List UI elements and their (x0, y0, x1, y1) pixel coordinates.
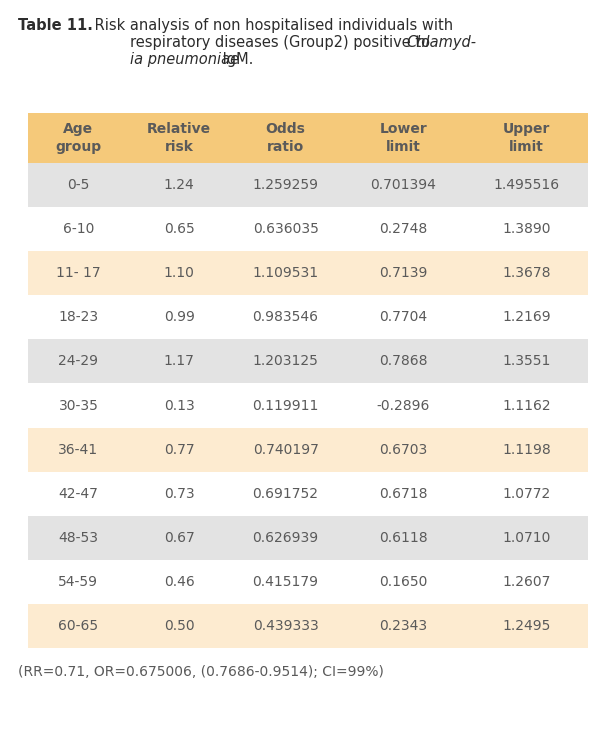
Text: 1.17: 1.17 (164, 355, 195, 369)
Text: 0.6718: 0.6718 (379, 487, 428, 501)
Bar (28, 471, 588, 516)
Text: 0.2748: 0.2748 (379, 222, 427, 236)
Bar (28, 427, 588, 471)
Text: 0.983546: 0.983546 (252, 310, 318, 324)
Text: 18-23: 18-23 (58, 310, 98, 324)
Text: 0.6703: 0.6703 (379, 443, 427, 457)
Text: 0.119911: 0.119911 (252, 399, 319, 413)
Bar (28, 383, 588, 427)
Bar (28, 339, 588, 383)
Text: 0.439333: 0.439333 (253, 619, 318, 633)
Text: 1.1198: 1.1198 (502, 443, 551, 457)
Text: respiratory diseases (Group2) positive to: respiratory diseases (Group2) positive t… (130, 35, 434, 50)
Text: Chlamyd-: Chlamyd- (406, 35, 476, 50)
Text: 0.415179: 0.415179 (252, 575, 318, 589)
Text: ia pneumoniae: ia pneumoniae (130, 52, 239, 67)
Text: 54-59: 54-59 (59, 575, 98, 589)
Text: 0.73: 0.73 (164, 487, 194, 501)
Text: 1.3890: 1.3890 (502, 222, 551, 236)
Text: 1.2495: 1.2495 (502, 619, 551, 633)
Text: 24-29: 24-29 (59, 355, 98, 369)
Text: 1.3551: 1.3551 (502, 355, 551, 369)
Text: 60-65: 60-65 (58, 619, 98, 633)
Text: 0.13: 0.13 (164, 399, 194, 413)
Bar (28, 163, 588, 207)
Text: 0.626939: 0.626939 (252, 531, 319, 545)
Text: 0.77: 0.77 (164, 443, 194, 457)
Bar (28, 295, 588, 339)
Text: 48-53: 48-53 (59, 531, 98, 545)
Text: Upper
limit: Upper limit (503, 122, 550, 154)
Text: Odds
ratio: Odds ratio (266, 122, 306, 154)
Text: 6-10: 6-10 (63, 222, 94, 236)
Text: 0.7868: 0.7868 (379, 355, 428, 369)
Bar (28, 560, 588, 604)
Text: IgM.: IgM. (218, 52, 254, 67)
Text: Table 11.: Table 11. (18, 18, 93, 33)
Text: 30-35: 30-35 (59, 399, 98, 413)
Text: 11- 17: 11- 17 (56, 266, 101, 280)
Text: -0.2896: -0.2896 (376, 399, 430, 413)
Text: 0.6118: 0.6118 (379, 531, 428, 545)
Text: 1.1162: 1.1162 (502, 399, 551, 413)
Text: 1.3678: 1.3678 (502, 266, 551, 280)
Bar (28, 251, 588, 295)
Text: 0.7139: 0.7139 (379, 266, 427, 280)
Text: 1.0710: 1.0710 (502, 531, 551, 545)
Bar (28, 113, 588, 163)
Text: 0.99: 0.99 (164, 310, 195, 324)
Text: Relative
risk: Relative risk (147, 122, 211, 154)
Text: 0.67: 0.67 (164, 531, 194, 545)
Text: 42-47: 42-47 (59, 487, 98, 501)
Text: 0.1650: 0.1650 (379, 575, 427, 589)
Text: 0-5: 0-5 (67, 178, 90, 192)
Text: 1.10: 1.10 (164, 266, 195, 280)
Text: 0.7704: 0.7704 (379, 310, 427, 324)
Bar (28, 516, 588, 560)
Text: 0.636035: 0.636035 (253, 222, 318, 236)
Text: 1.495516: 1.495516 (493, 178, 560, 192)
Text: 0.691752: 0.691752 (252, 487, 318, 501)
Text: 0.65: 0.65 (164, 222, 194, 236)
Text: 1.203125: 1.203125 (253, 355, 318, 369)
Text: 1.24: 1.24 (164, 178, 194, 192)
Text: 1.109531: 1.109531 (252, 266, 319, 280)
Text: 1.2607: 1.2607 (502, 575, 551, 589)
Text: (RR=0.71, OR=0.675006, (0.7686-0.9514); CI=99%): (RR=0.71, OR=0.675006, (0.7686-0.9514); … (18, 665, 384, 679)
Text: 0.2343: 0.2343 (379, 619, 427, 633)
Text: Risk analysis of non hospitalised individuals with: Risk analysis of non hospitalised indivi… (90, 18, 453, 33)
Text: 1.259259: 1.259259 (252, 178, 318, 192)
Bar (28, 207, 588, 251)
Text: 0.46: 0.46 (164, 575, 194, 589)
Bar (28, 604, 588, 648)
Text: 0.740197: 0.740197 (253, 443, 318, 457)
Text: Lower
limit: Lower limit (379, 122, 427, 154)
Text: 1.2169: 1.2169 (502, 310, 551, 324)
Text: 0.701394: 0.701394 (370, 178, 436, 192)
Text: 1.0772: 1.0772 (502, 487, 551, 501)
Text: 36-41: 36-41 (58, 443, 98, 457)
Text: Age
group: Age group (56, 122, 101, 154)
Text: 0.50: 0.50 (164, 619, 194, 633)
